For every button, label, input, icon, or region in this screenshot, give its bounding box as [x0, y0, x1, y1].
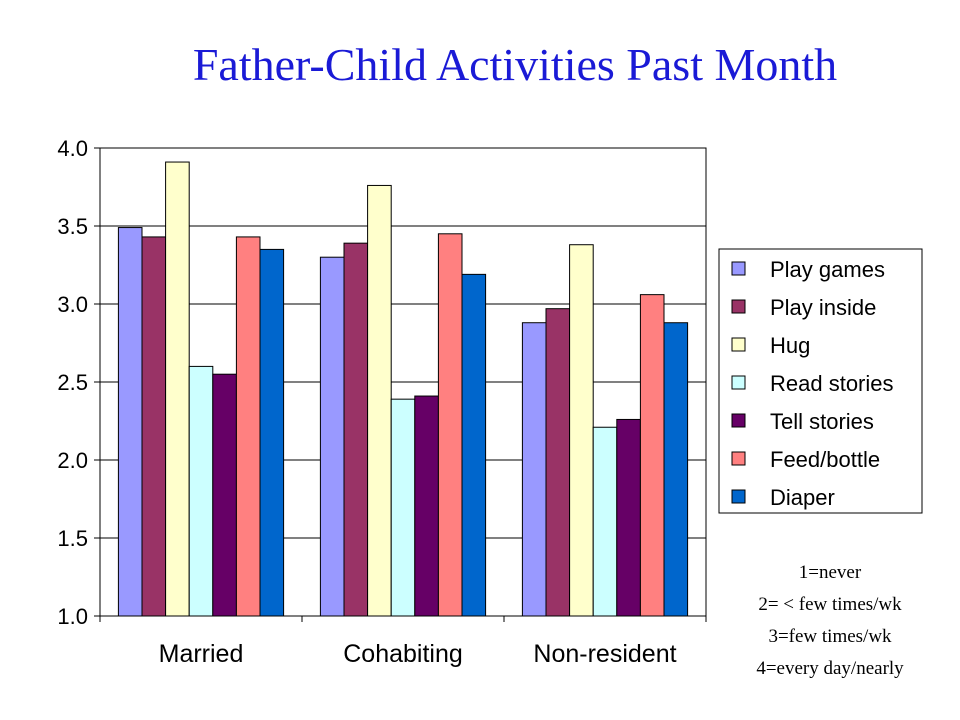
- legend-label: Tell stories: [770, 409, 874, 434]
- legend-swatch: [731, 413, 746, 428]
- bar-tell-stories-non-resident: [616, 418, 641, 617]
- bar-play-inside-non-resident: [545, 308, 571, 617]
- bar-hug-cohabiting: [367, 184, 392, 617]
- bar-diaper-cohabiting: [461, 273, 487, 617]
- x-category-label: Married: [159, 640, 244, 668]
- legend-label: Read stories: [770, 371, 894, 396]
- bar-play-games-non-resident: [521, 322, 547, 617]
- legend-label: Feed/bottle: [770, 447, 880, 472]
- legend-label: Play inside: [770, 295, 876, 320]
- bar-play-games-cohabiting: [319, 256, 345, 617]
- bar-feed-bottle-married: [235, 236, 261, 617]
- bar-read-stories-cohabiting: [390, 398, 416, 617]
- x-category-label: Cohabiting: [343, 640, 463, 668]
- y-tick-label: 1.5: [57, 526, 88, 551]
- bar-hug-non-resident: [569, 244, 594, 617]
- y-tick-label: 2.5: [57, 370, 88, 395]
- legend-label: Diaper: [770, 485, 835, 510]
- bar-diaper-non-resident: [663, 322, 689, 617]
- bar-read-stories-married: [188, 365, 214, 617]
- bar-play-games-married: [117, 227, 143, 617]
- bar-feed-bottle-non-resident: [639, 294, 665, 617]
- bar-feed-bottle-cohabiting: [437, 233, 463, 617]
- y-tick-labels: 1.0 1.5 2.0 2.5 3.0 3.5 4.0: [57, 136, 88, 629]
- scale-note-2: 2= < few times/wk: [758, 594, 902, 615]
- y-tick-label: 1.0: [57, 604, 88, 629]
- bar-play-inside-cohabiting: [343, 242, 369, 617]
- legend-swatch: [731, 375, 746, 390]
- bar-diaper-married: [259, 248, 285, 617]
- y-tick-label: 4.0: [57, 136, 88, 161]
- x-category-label: Non-resident: [533, 640, 676, 668]
- bar-tell-stories-married: [212, 373, 237, 617]
- legend-swatch: [731, 489, 746, 504]
- scale-note-3: 3=few times/wk: [768, 626, 892, 647]
- scale-note-1: 1=never: [798, 562, 862, 583]
- bars: [117, 161, 689, 617]
- x-category-labels: Married Cohabiting Non-resident: [159, 640, 677, 668]
- bar-play-inside-married: [141, 236, 167, 617]
- legend-swatch: [731, 299, 746, 314]
- legend-swatch: [731, 337, 746, 352]
- bar-read-stories-non-resident: [592, 426, 618, 617]
- bar-tell-stories-cohabiting: [414, 395, 439, 617]
- y-tick-label: 3.5: [57, 214, 88, 239]
- y-tick-label: 2.0: [57, 448, 88, 473]
- y-tick-label: 3.0: [57, 292, 88, 317]
- chart-title: Father-Child Activities Past Month: [192, 39, 838, 90]
- legend: Play games Play inside Hug Read stories Tell…: [718, 248, 923, 514]
- legend-label: Hug: [770, 333, 810, 358]
- legend-label: Play games: [770, 257, 885, 282]
- scale-note-4: 4=every day/nearly: [756, 658, 904, 679]
- bar-hug-married: [165, 161, 190, 617]
- legend-box: [718, 248, 923, 514]
- axes: [94, 147, 707, 622]
- legend-swatch: [731, 261, 746, 276]
- legend-swatch: [731, 451, 746, 466]
